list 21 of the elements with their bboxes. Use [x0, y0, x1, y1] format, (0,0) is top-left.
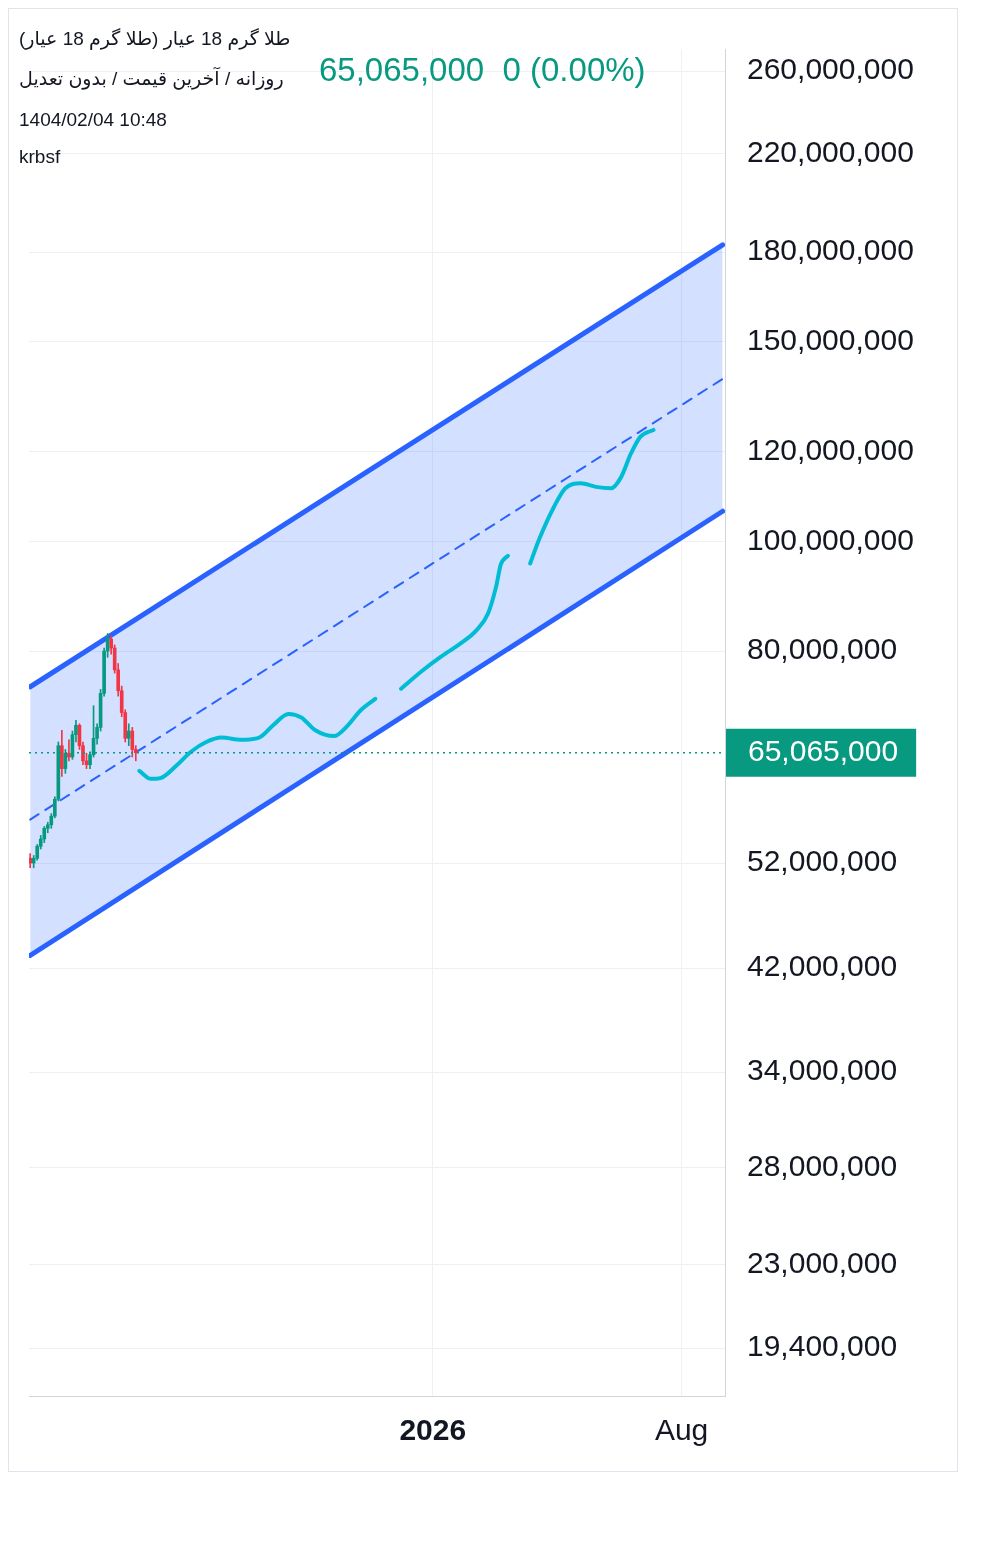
y-tick-label: 260,000,000	[747, 52, 914, 86]
x-tick-label: Aug	[654, 1413, 709, 1447]
y-tick-label: 28,000,000	[747, 1148, 898, 1182]
annotation: krbsf	[19, 146, 61, 168]
y-tick-label: 100,000,000	[747, 522, 914, 556]
x-tick-label: 2026	[399, 1413, 467, 1447]
y-tick-label: 150,000,000	[747, 323, 914, 357]
y-tick-label: 180,000,000	[747, 233, 914, 267]
y-tick-label: 23,000,000	[747, 1245, 898, 1279]
ref-line-label: 65,065,000	[748, 734, 899, 767]
y-tick-label: 34,000,000	[747, 1053, 898, 1087]
y-tick-label: 52,000,000	[747, 844, 898, 878]
chart-title: طلا گرم 18 عیار (طلا گرم 18 عیار)	[19, 27, 291, 50]
annotation: 1404/02/04 10:48	[19, 109, 167, 131]
y-tick-label: 220,000,000	[747, 134, 914, 168]
y-tick-label: 42,000,000	[747, 949, 898, 983]
y-tick-label: 80,000,000	[747, 632, 898, 666]
y-tick-label: 120,000,000	[747, 432, 914, 466]
annotation: 65,065,000 0 (0.00%)	[319, 51, 646, 89]
y-tick-label: 19,400,000	[747, 1329, 898, 1363]
text: روزانه / آخرین قیمت / بدون تعدیل	[19, 67, 284, 90]
